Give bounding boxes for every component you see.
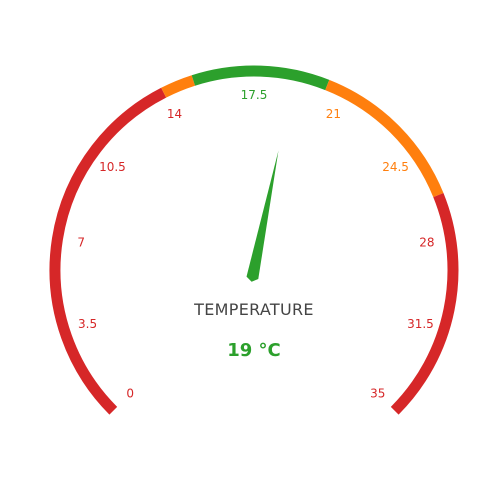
tick-label: 28	[419, 236, 434, 250]
gauge-bands	[49, 65, 459, 415]
tick-label: 17.5	[241, 88, 268, 102]
tick-label: 35	[370, 387, 385, 401]
gauge-needle	[246, 150, 279, 282]
gauge-band-0	[49, 87, 167, 415]
gauge-title: TEMPERATURE	[194, 300, 314, 319]
gauge-band-2	[191, 65, 330, 91]
tick-label: 3.5	[78, 317, 97, 331]
gauge-band-4	[390, 193, 459, 415]
tick-label: 10.5	[99, 160, 126, 174]
tick-label: 24.5	[382, 160, 409, 174]
gauge-band-3	[325, 79, 444, 198]
gauge-tick-labels: 0 3.5 7 10.5 14 17.5 21 24.5 28 31.5 35	[77, 88, 434, 401]
tick-label: 21	[326, 107, 341, 121]
tick-label: 7	[77, 236, 85, 250]
tick-label: 0	[126, 387, 134, 401]
tick-label: 31.5	[407, 317, 434, 331]
tick-label: 14	[167, 107, 182, 121]
gauge-band-1	[161, 75, 196, 98]
gauge-value-readout: 19 °C	[227, 340, 281, 361]
